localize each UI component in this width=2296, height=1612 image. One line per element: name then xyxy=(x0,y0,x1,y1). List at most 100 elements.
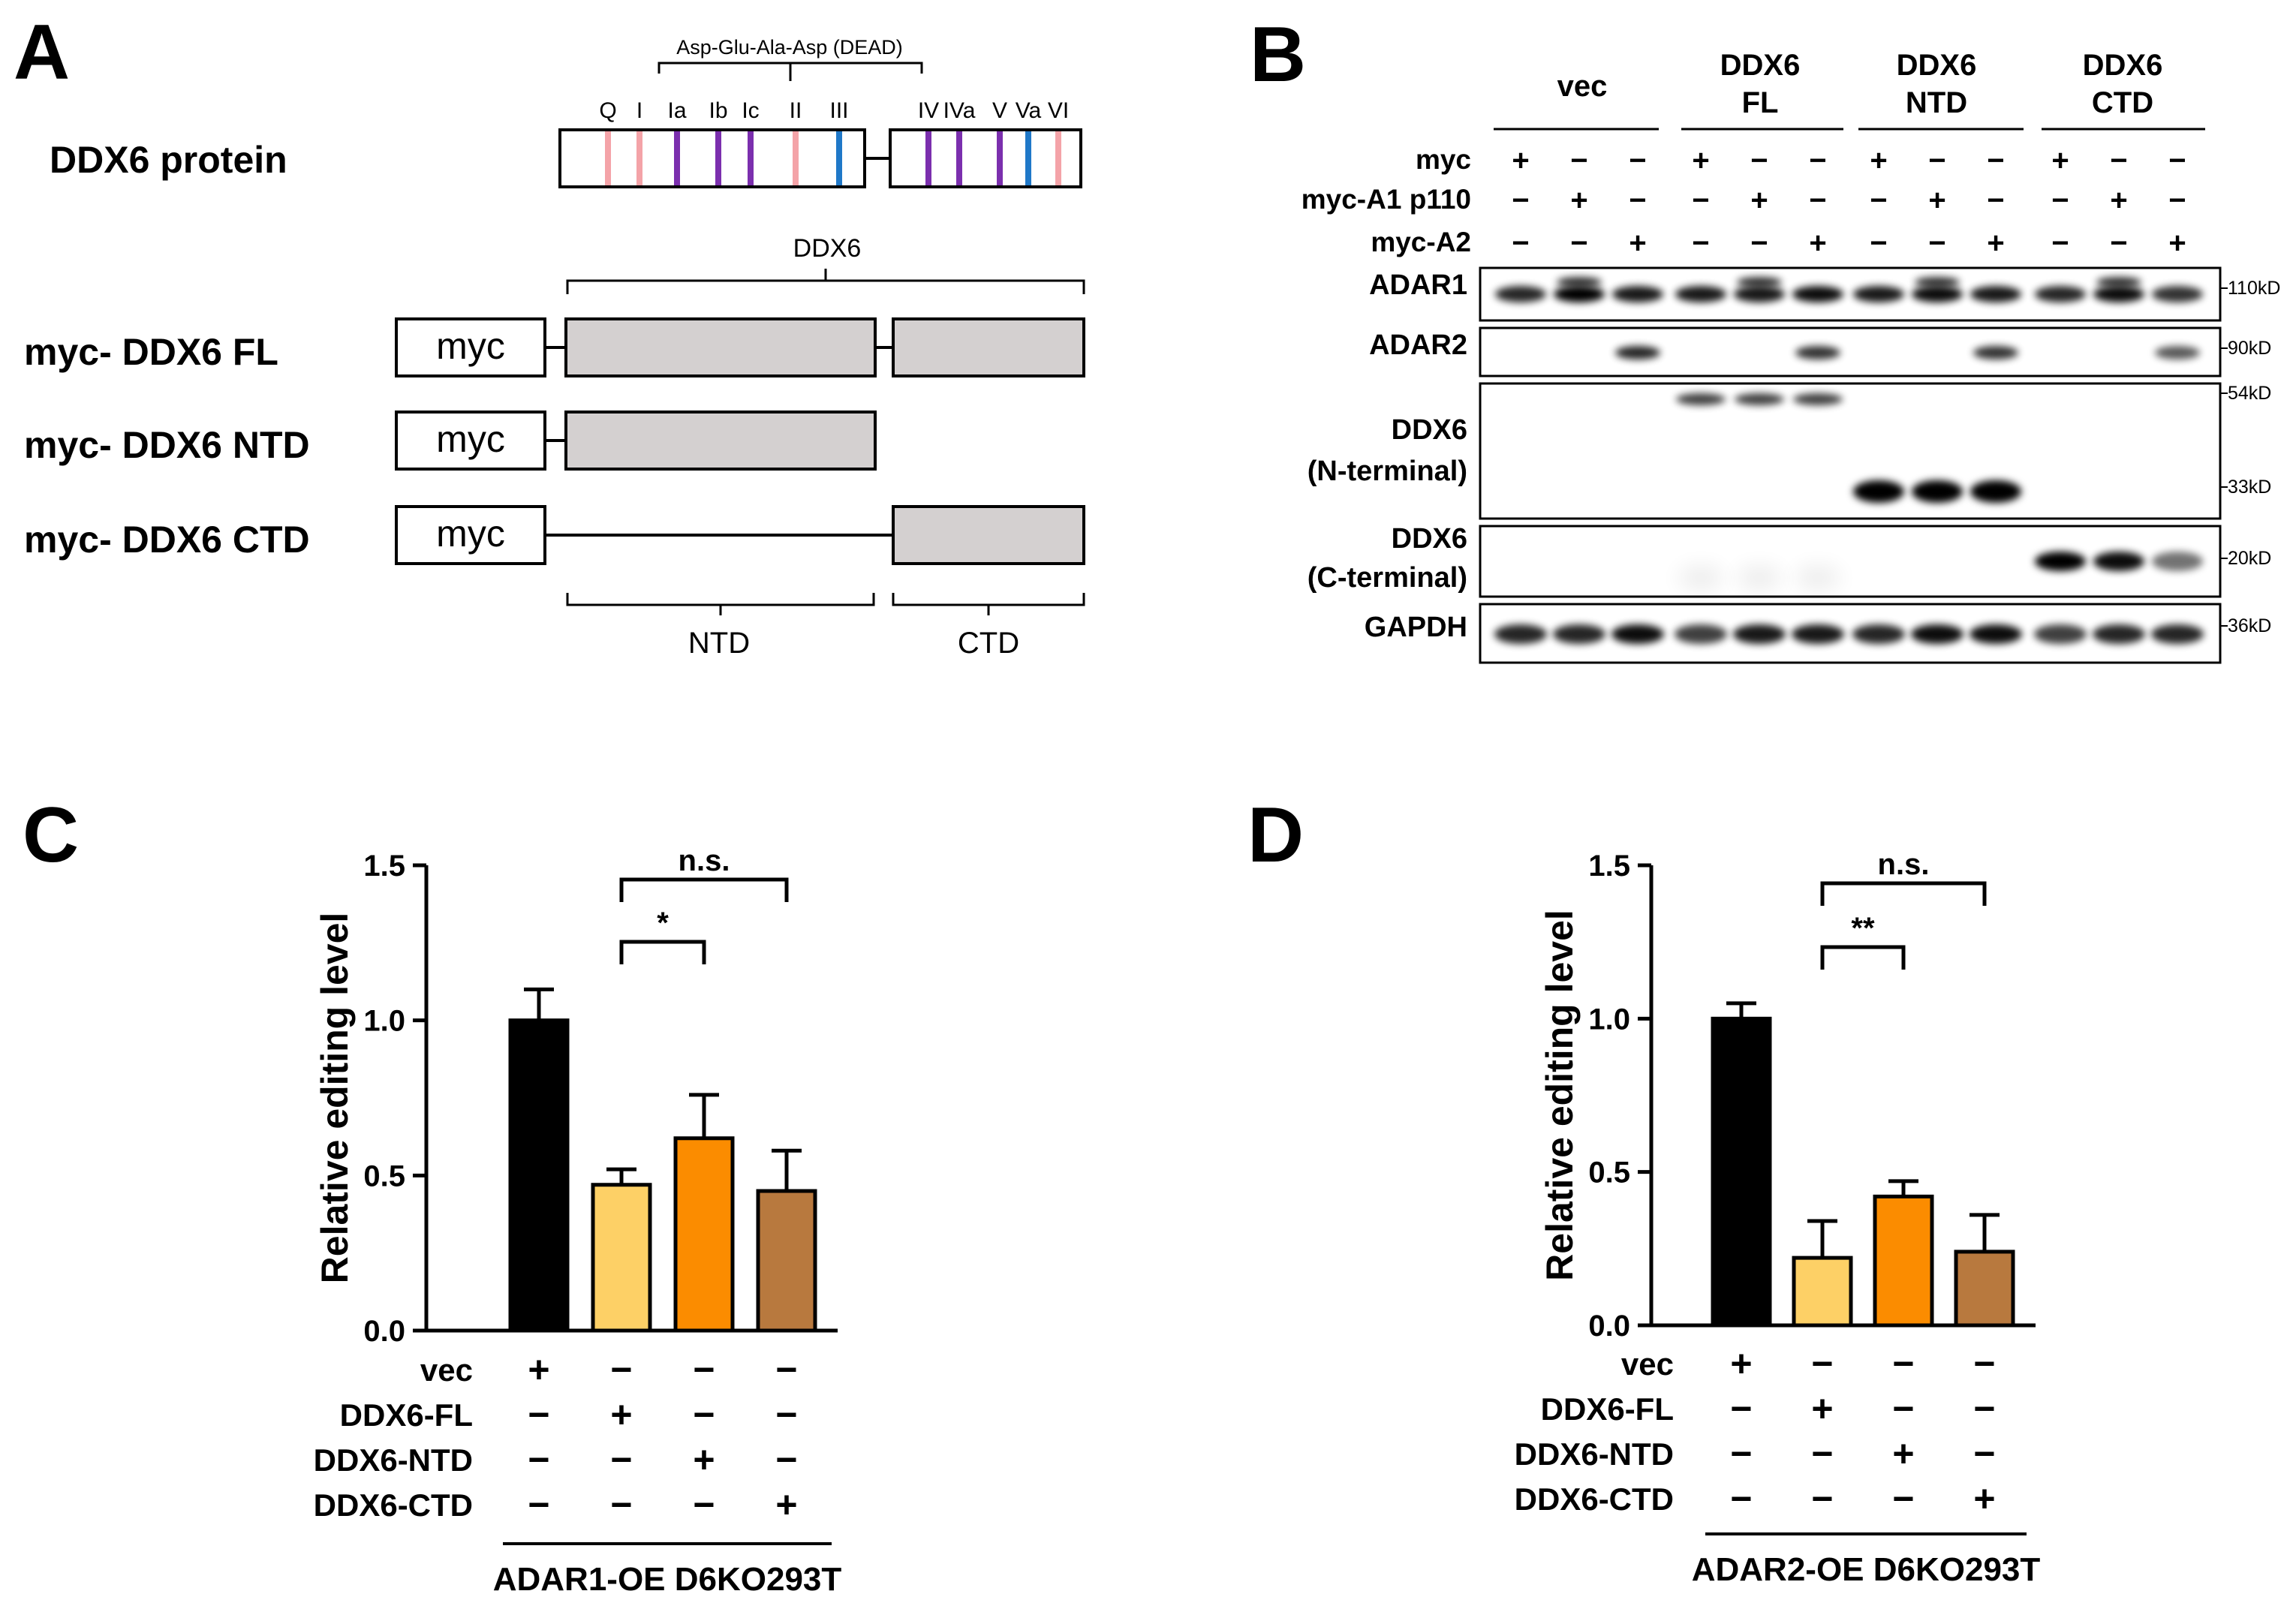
blot-band xyxy=(1494,624,1547,644)
blot-band xyxy=(1853,286,1904,302)
myc-tag-fl xyxy=(395,317,546,377)
condition-sign: − xyxy=(1973,1433,1995,1475)
condition-sign: − xyxy=(610,1484,632,1526)
blot-band xyxy=(1737,277,1782,287)
ddx6-bracket xyxy=(566,269,1085,294)
blot-band xyxy=(2093,286,2144,302)
lane-sign: + xyxy=(1692,144,1709,177)
blot-band xyxy=(1554,286,1605,302)
lane-sign: − xyxy=(1692,227,1709,260)
cell-line-label: ADAR1-OE D6KO293T xyxy=(493,1561,842,1598)
lane-group-headers: vec DDX6 FL DDX6 NTD DDX6 CTD xyxy=(1494,49,2205,131)
y-axis-label: Relative editing level xyxy=(1539,910,1581,1281)
panel-letter-b: B xyxy=(1250,11,1306,98)
lane-sign: − xyxy=(1987,184,2004,217)
blot-band xyxy=(1970,624,2022,644)
lane-sign: − xyxy=(1987,144,2004,177)
condition-sign: − xyxy=(1973,1388,1995,1430)
y-axis-label: Relative editing level xyxy=(314,913,356,1284)
condition-row-label: DDX6-CTD xyxy=(314,1487,473,1523)
condition-sign: + xyxy=(693,1439,715,1481)
condition-sign: + xyxy=(775,1484,797,1526)
lane-sign: − xyxy=(1629,184,1646,217)
blot-band xyxy=(1792,624,1844,644)
myc-tag-ntd-label: myc xyxy=(436,418,505,460)
group-header-line2: FL xyxy=(1742,86,1779,119)
myc-tag-ntd xyxy=(395,411,546,471)
y-tick-label: 0.5 xyxy=(363,1159,405,1192)
lane-sign: − xyxy=(2168,184,2186,217)
dead-bracket xyxy=(658,62,923,81)
blot-band xyxy=(1912,286,1963,302)
lane-sign: − xyxy=(1692,184,1709,217)
blot-strips: ADAR1 ADAR2 DDX6 (N-terminal) DDX6 (C-termina… xyxy=(1307,266,2280,664)
motif-label: Ib xyxy=(709,98,727,123)
condition-sign: + xyxy=(1811,1388,1833,1430)
y-tick-label: 0.0 xyxy=(1588,1310,1630,1343)
blot-band xyxy=(1676,393,1726,405)
construct-label-ctd: myc- DDX6 CTD xyxy=(24,519,310,561)
lane-sign: − xyxy=(1870,184,1887,217)
lane-sign: − xyxy=(1570,227,1587,260)
ntd-label: NTD xyxy=(688,627,750,660)
condition-row-label: vec xyxy=(1621,1346,1674,1382)
group-header-line1: DDX6 xyxy=(2083,49,2163,82)
blot-band xyxy=(1675,624,1727,644)
lane-sign: + xyxy=(1570,184,1587,217)
ntd-box-fl xyxy=(564,317,877,377)
condition-sign: − xyxy=(693,1484,715,1526)
bar-3 xyxy=(756,1189,817,1333)
blot-band xyxy=(1495,286,1546,302)
marker-label: 54kD xyxy=(2228,383,2271,404)
panel-letter-c: C xyxy=(23,792,79,879)
condition-sign: − xyxy=(528,1439,549,1481)
blot-band xyxy=(1611,624,1664,644)
marker-label: 110kD xyxy=(2228,278,2280,299)
sig-label-near: ** xyxy=(1851,912,1875,945)
condition-sign: − xyxy=(1730,1388,1752,1430)
lane-sign: − xyxy=(1512,184,1529,217)
condition-label: myc-A2 xyxy=(1371,227,1471,257)
lane-sign: − xyxy=(1928,227,1945,260)
ntd-bracket xyxy=(566,593,875,615)
group-header-line2: NTD xyxy=(1906,86,1967,119)
blot-band xyxy=(2093,552,2144,571)
blot-band xyxy=(1970,286,2021,302)
lane-sign: − xyxy=(1750,144,1768,177)
ntd-box-ntd xyxy=(564,411,877,471)
blot-band xyxy=(1557,277,1602,287)
condition-row-label: vec xyxy=(420,1352,473,1388)
blot-band xyxy=(1970,480,2021,503)
blot-band xyxy=(1795,346,1840,359)
condition-sign: − xyxy=(1811,1478,1833,1520)
y-tick-label: 1.5 xyxy=(363,850,405,883)
motif-label: III xyxy=(829,98,848,123)
motif-label: Ic xyxy=(742,98,759,123)
blot-band xyxy=(1793,393,1843,405)
lane-sign: − xyxy=(2051,227,2069,260)
motif-labels: Q I Ia Ib Ic II III IV IVa V Va VI xyxy=(599,98,1069,123)
condition-row-label: DDX6-NTD xyxy=(1515,1436,1674,1472)
condition-sign: − xyxy=(1892,1388,1914,1430)
panel-letter-d: D xyxy=(1247,792,1304,879)
condition-sign: − xyxy=(1730,1433,1752,1475)
lane-sign: + xyxy=(1809,227,1826,260)
y-tick-label: 1.0 xyxy=(1588,1003,1630,1036)
blot-label-line2: (N-terminal) xyxy=(1307,456,1467,487)
lane-sign: + xyxy=(2168,227,2186,260)
sig-bracket-far xyxy=(619,877,789,902)
lane-sign: + xyxy=(1870,144,1887,177)
lane-sign: + xyxy=(2110,184,2127,217)
blot-band xyxy=(1911,624,1963,644)
blot-band xyxy=(2151,624,2204,644)
lane-sign: − xyxy=(1809,184,1826,217)
lane-sign: + xyxy=(2051,144,2069,177)
bar-1 xyxy=(1792,1256,1853,1328)
condition-row-label: DDX6-FL xyxy=(340,1397,473,1433)
group-header-line2: CTD xyxy=(2092,86,2153,119)
condition-sign: − xyxy=(1973,1343,1995,1385)
blot-band xyxy=(1612,286,1663,302)
